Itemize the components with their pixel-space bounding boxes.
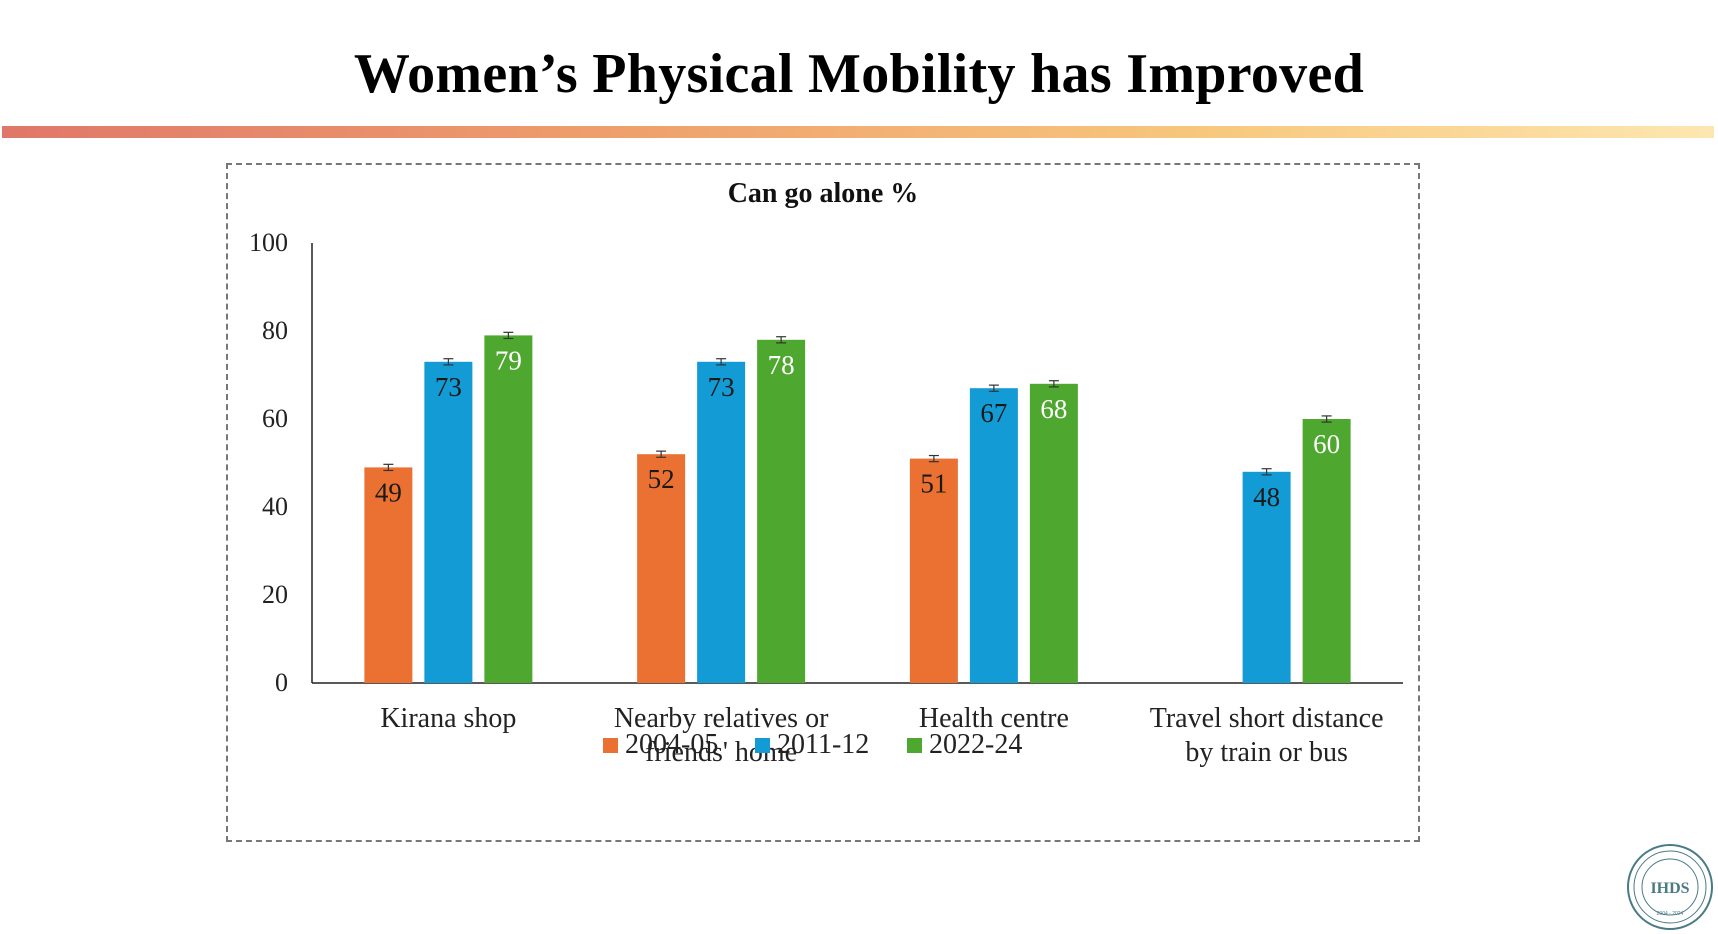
x-tick-label: Kirana shop	[380, 703, 516, 734]
bar	[909, 458, 958, 683]
x-tick-label: Nearby relatives or friends' home	[614, 703, 829, 768]
data-label: 60	[1313, 429, 1340, 459]
data-label: 73	[708, 372, 735, 402]
y-tick-label: 40	[262, 492, 288, 521]
x-tick-label-line: Health centre	[919, 703, 1069, 734]
data-label: 78	[768, 350, 795, 380]
bar	[1029, 383, 1078, 683]
x-tick-label-line: Travel short distance	[1150, 703, 1384, 734]
data-label: 52	[648, 464, 675, 494]
data-label: 79	[495, 345, 522, 375]
legend-swatch	[907, 738, 922, 753]
data-label: 49	[375, 477, 402, 507]
legend-label: 2011-12	[777, 729, 869, 760]
ihds-logo: IHDS 2004 - 2024	[1627, 844, 1713, 930]
legend-label: 2004-05	[625, 729, 718, 760]
bar	[757, 339, 806, 683]
bar	[637, 454, 686, 683]
data-label: 67	[980, 398, 1007, 428]
chart-title: Can go alone %	[728, 178, 919, 209]
y-tick-label: 80	[262, 316, 288, 345]
legend-label: 2022-24	[929, 729, 1022, 760]
y-tick-label: 60	[262, 404, 288, 433]
y-tick-label: 0	[275, 668, 288, 697]
data-label: 73	[435, 372, 462, 402]
bar	[697, 361, 746, 683]
data-label: 48	[1253, 482, 1280, 512]
bar-chart: Can go alone % 0 20 40 60 80 100 49 73 79 Kirana s…	[249, 178, 1403, 768]
y-tick-label: 100	[249, 228, 288, 257]
x-tick-label-line: by train or bus	[1185, 737, 1348, 768]
logo-years: 2004 - 2024	[1657, 911, 1684, 917]
bar	[424, 361, 473, 683]
bar	[969, 388, 1018, 683]
x-tick-label-line: friends' home	[645, 737, 797, 768]
chart-container: Can go alone % 0 20 40 60 80 100 49 73 79 Kirana s…	[226, 163, 1420, 842]
title-accent-bar	[2, 126, 1714, 138]
x-tick-label-line: Nearby relatives or	[614, 703, 829, 734]
legend-swatch	[755, 738, 770, 753]
data-label: 68	[1040, 394, 1067, 424]
slide-title: Women’s Physical Mobility has Improved	[353, 43, 1365, 105]
data-label: 51	[920, 469, 947, 499]
x-tick-label: Health centre	[919, 703, 1069, 734]
y-tick-label: 20	[262, 580, 288, 609]
bar	[484, 335, 533, 683]
bar	[1302, 419, 1351, 683]
x-tick-label-line: Kirana shop	[380, 703, 516, 734]
bar	[364, 467, 413, 683]
x-tick-label: Travel short distance by train or bus	[1150, 703, 1384, 768]
logo-text: IHDS	[1650, 880, 1689, 897]
bar	[1242, 471, 1291, 683]
legend-swatch	[603, 738, 618, 753]
